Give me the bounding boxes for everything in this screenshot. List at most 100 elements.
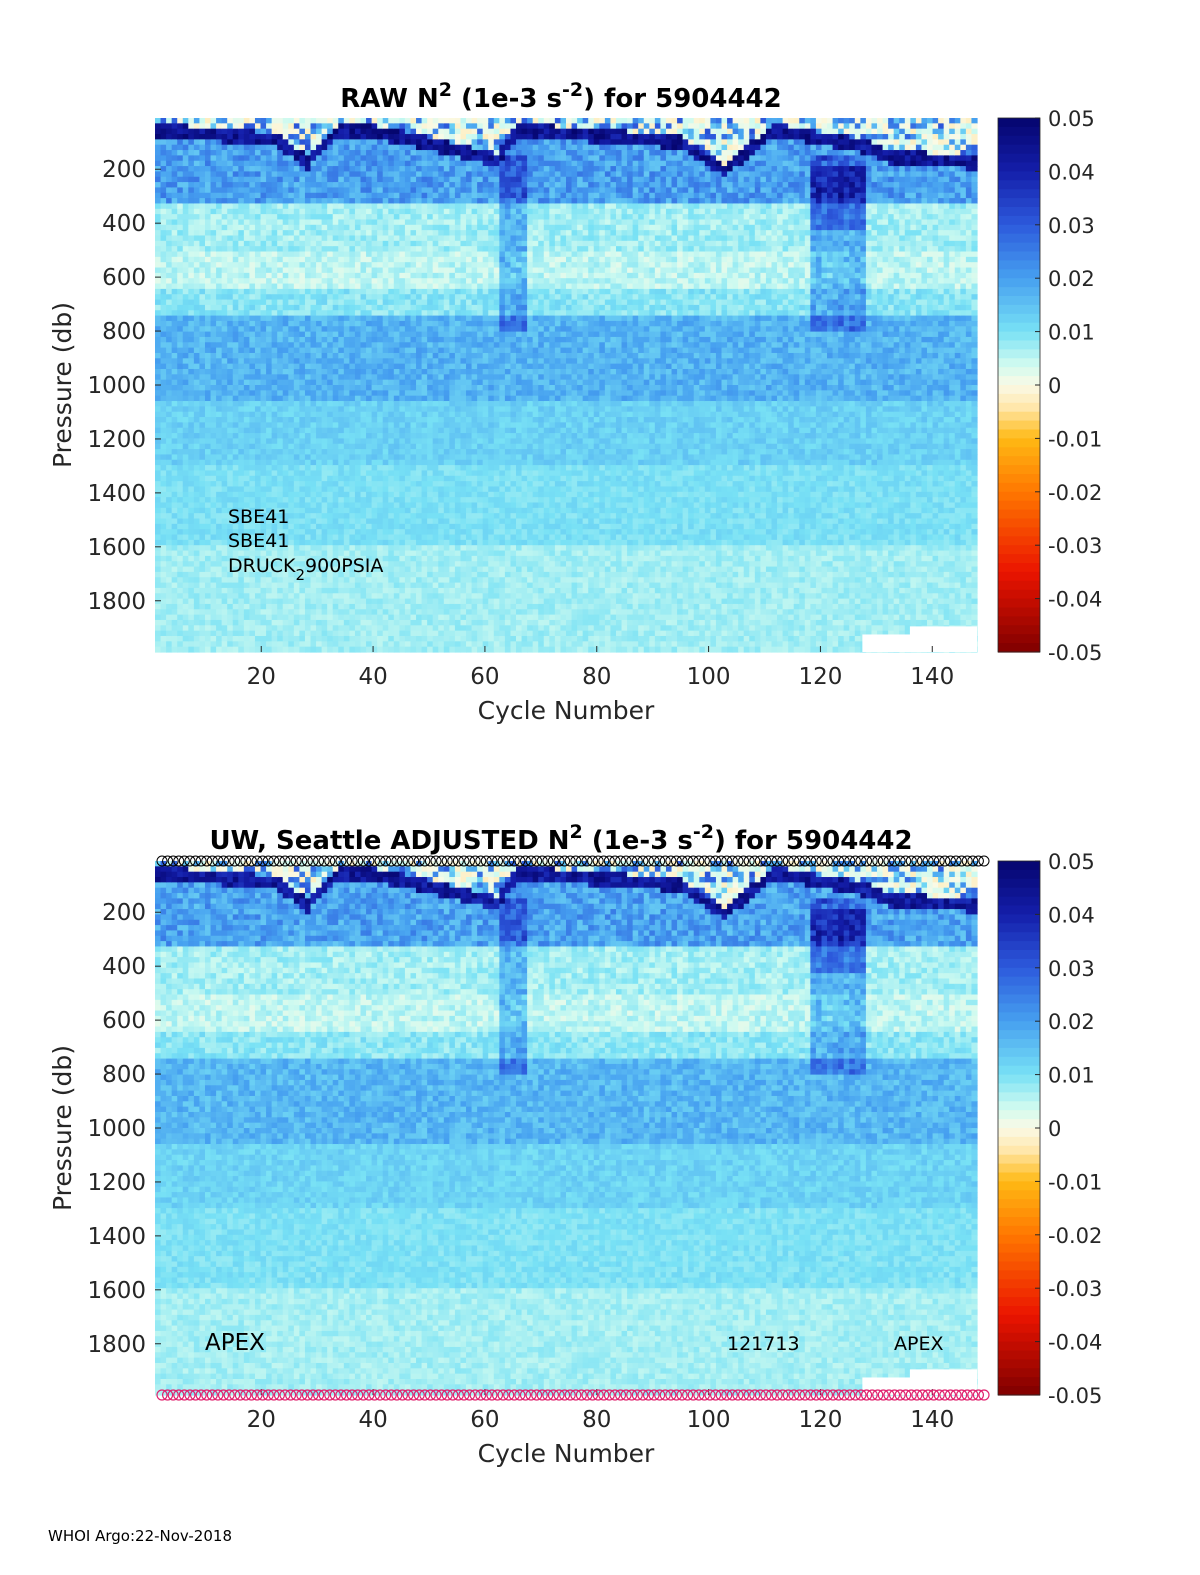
- heatmap-cell: [383, 492, 389, 498]
- heatmap-cell: [299, 161, 305, 167]
- heatmap-cell: [322, 241, 328, 247]
- heatmap-cell: [227, 374, 233, 380]
- heatmap-cell: [388, 417, 394, 423]
- heatmap-cell: [222, 358, 228, 364]
- heatmap-cell: [222, 641, 228, 647]
- heatmap-cell: [405, 486, 411, 492]
- heatmap-cell: [272, 444, 278, 450]
- heatmap-cell: [199, 428, 205, 434]
- heatmap-cell: [249, 470, 255, 476]
- heatmap-cell: [172, 631, 178, 637]
- heatmap-cell: [166, 433, 172, 439]
- heatmap-cell: [333, 177, 339, 183]
- heatmap-cell: [222, 257, 228, 263]
- heatmap-cell: [249, 353, 255, 359]
- heatmap-cell: [205, 134, 211, 140]
- heatmap-cell: [338, 583, 344, 589]
- heatmap-cell: [322, 465, 328, 471]
- heatmap-cell: [188, 214, 194, 220]
- heatmap-cell: [427, 198, 433, 204]
- heatmap-cell: [422, 438, 428, 444]
- heatmap-cell: [211, 492, 217, 498]
- heatmap-cell: [366, 401, 372, 407]
- heatmap-cell: [366, 502, 372, 508]
- heatmap-cell: [238, 252, 244, 258]
- heatmap-cell: [416, 502, 422, 508]
- heatmap-cell: [422, 252, 428, 258]
- heatmap-cell: [333, 593, 339, 599]
- heatmap-cell: [255, 337, 261, 343]
- heatmap-cell: [199, 369, 205, 375]
- heatmap-cell: [333, 604, 339, 610]
- heatmap-cell: [383, 647, 389, 653]
- heatmap-cell: [377, 412, 383, 418]
- heatmap-cell: [194, 476, 200, 482]
- heatmap-cell: [227, 401, 233, 407]
- heatmap-cell: [255, 428, 261, 434]
- heatmap-cell: [161, 171, 167, 177]
- heatmap-cell: [194, 150, 200, 156]
- heatmap-cell: [311, 294, 317, 300]
- heatmap-cell: [322, 155, 328, 161]
- heatmap-cell: [283, 374, 289, 380]
- heatmap-cell: [405, 545, 411, 551]
- heatmap-cell: [333, 620, 339, 626]
- heatmap-cell: [161, 235, 167, 241]
- heatmap-cell: [322, 641, 328, 647]
- heatmap-cell: [399, 257, 405, 263]
- heatmap-cell: [344, 438, 350, 444]
- heatmap-cell: [349, 529, 355, 535]
- heatmap-cell: [394, 289, 400, 295]
- heatmap-cell: [327, 428, 333, 434]
- heatmap-cell: [305, 513, 311, 519]
- heatmap-cell: [355, 641, 361, 647]
- heatmap-cell: [194, 556, 200, 562]
- heatmap-cell: [172, 390, 178, 396]
- heatmap-cell: [266, 316, 272, 322]
- heatmap-cell: [311, 310, 317, 316]
- heatmap-cell: [238, 438, 244, 444]
- heatmap-cell: [183, 214, 189, 220]
- heatmap-cell: [327, 252, 333, 258]
- heatmap-cell: [249, 369, 255, 375]
- heatmap-cell: [177, 529, 183, 535]
- heatmap-cell: [338, 129, 344, 135]
- heatmap-cell: [161, 641, 167, 647]
- heatmap-cell: [199, 118, 205, 124]
- heatmap-cell: [238, 289, 244, 295]
- heatmap-cell: [261, 588, 267, 594]
- heatmap-cell: [249, 358, 255, 364]
- heatmap-cell: [311, 380, 317, 386]
- heatmap-cell: [344, 219, 350, 225]
- heatmap-cell: [233, 268, 239, 274]
- heatmap-cell: [194, 470, 200, 476]
- heatmap-cell: [222, 353, 228, 359]
- heatmap-cell: [227, 203, 233, 209]
- heatmap-cell: [161, 449, 167, 455]
- heatmap-cell: [388, 155, 394, 161]
- heatmap-cell: [327, 476, 333, 482]
- heatmap-cell: [305, 433, 311, 439]
- heatmap-cell: [277, 177, 283, 183]
- heatmap-cell: [288, 257, 294, 263]
- heatmap-cell: [294, 187, 300, 193]
- heatmap-cell: [238, 422, 244, 428]
- heatmap-cell: [172, 214, 178, 220]
- heatmap-cell: [416, 310, 422, 316]
- heatmap-cell: [311, 225, 317, 231]
- heatmap-cell: [205, 422, 211, 428]
- heatmap-cell: [249, 406, 255, 412]
- heatmap-cell: [399, 502, 405, 508]
- heatmap-cell: [155, 284, 161, 290]
- heatmap-cell: [405, 326, 411, 332]
- heatmap-cell: [161, 134, 167, 140]
- heatmap-cell: [277, 396, 283, 402]
- heatmap-cell: [194, 545, 200, 551]
- heatmap-cell: [283, 235, 289, 241]
- heatmap-cell: [261, 492, 267, 498]
- heatmap-cell: [177, 647, 183, 653]
- heatmap-cell: [249, 252, 255, 258]
- heatmap-cell: [172, 123, 178, 129]
- heatmap-cell: [294, 123, 300, 129]
- heatmap-cell: [266, 203, 272, 209]
